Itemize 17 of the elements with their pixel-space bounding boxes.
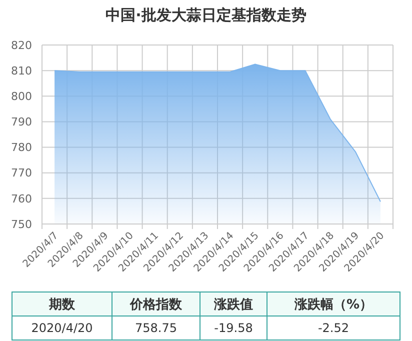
text: 期数: [48, 298, 76, 313]
y-tick-label: 750: [11, 218, 32, 231]
text: -19.58: [214, 321, 253, 336]
text: 758.75: [135, 321, 177, 336]
y-tick-label: 810: [11, 64, 32, 78]
text: 2020/4/20: [31, 321, 93, 336]
y-tick-label: 820: [11, 38, 32, 52]
text: 价格指数: [129, 298, 183, 313]
y-tick-label: 790: [11, 116, 32, 129]
y-tick-label: 760: [11, 192, 32, 206]
y-tick-label: 770: [11, 166, 32, 180]
y-tick-label: 800: [11, 90, 32, 103]
y-tick-label: 780: [11, 141, 32, 154]
text: 涨跌幅（%）: [293, 298, 373, 313]
text: 涨跌值: [213, 298, 253, 313]
text: -2.52: [318, 321, 350, 336]
chart-title: 中国·批发大蒜日定基指数走势: [106, 6, 306, 24]
